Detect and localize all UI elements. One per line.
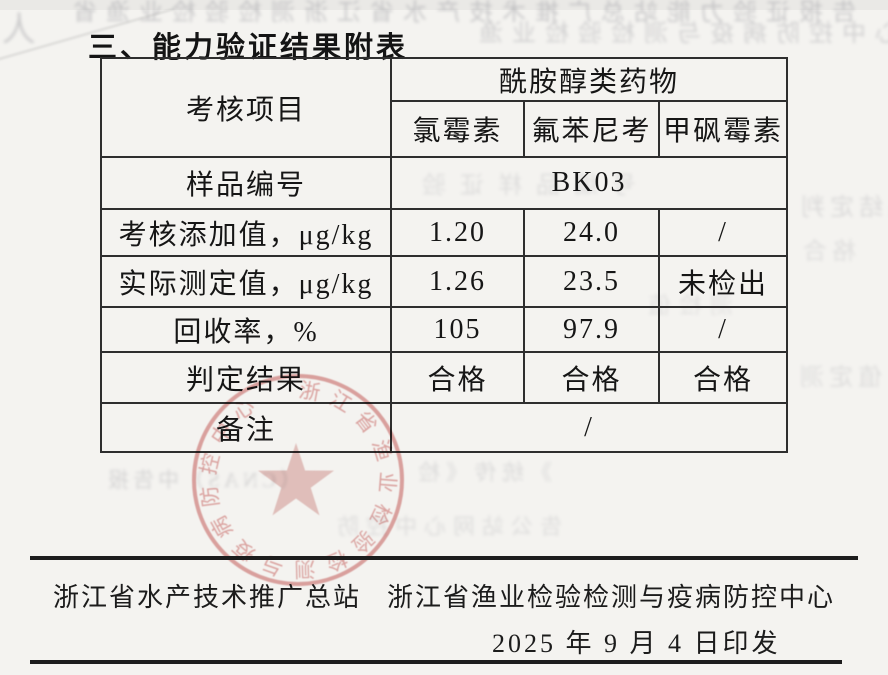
cell-value: 1.26 <box>390 255 525 308</box>
column-header-chloramphenicol: 氯霉素 <box>390 100 525 158</box>
footer-rule-top <box>30 556 858 560</box>
cell-value: 1.20 <box>390 208 525 257</box>
table-row: 判定结果 合格 合格 合格 <box>100 351 788 404</box>
bleed-through-text: 心中控防病疫与测检验检业渔 <box>470 21 888 47</box>
column-header-thiamphenicol: 甲砜霉素 <box>658 100 788 158</box>
footer-org-left: 浙江省水产技术推广总站 <box>53 583 362 612</box>
cell-value: 24.0 <box>523 208 660 257</box>
bleed-through-text: 告报证验力能站总广推术技产水省江浙测检验检业渔省 <box>64 0 856 26</box>
bleed-through-text: 告公站网心中控防 <box>330 514 563 539</box>
table-corner-header: 考核项目 <box>100 57 392 158</box>
table-row: 样品编号 BK03 <box>100 156 788 210</box>
cell-value: 合格 <box>523 351 660 404</box>
cell-value: 合格 <box>390 351 525 404</box>
cell-remarks: / <box>390 402 788 453</box>
row-label-measured-value: 实际测定值，μg/kg <box>100 255 392 308</box>
bleed-through-text: 格合 <box>798 239 856 265</box>
cell-sample-id: BK03 <box>390 156 788 210</box>
cell-value: 105 <box>390 306 525 353</box>
cell-value: / <box>658 208 788 257</box>
table-row: 回收率，% 105 97.9 / <box>100 306 788 353</box>
bleed-through-text: 人 <box>2 12 36 49</box>
table-group-header: 酰胺醇类药物 <box>390 57 788 102</box>
footer-organizations: 浙江省水产技术推广总站 浙江省渔业检验检测与疫病防控中心 <box>53 577 835 614</box>
cell-value: 未检出 <box>658 255 788 308</box>
bleed-through-text: 》统传《检 <box>412 460 553 485</box>
column-header-florfenicol: 氟苯尼考 <box>523 100 660 158</box>
bleed-through-text: 果结定判 <box>796 195 888 221</box>
table-row: 实际测定值，μg/kg 1.26 23.5 未检出 <box>100 255 788 308</box>
row-label-judgement: 判定结果 <box>100 351 392 404</box>
cell-value: 97.9 <box>523 306 660 353</box>
cell-value: 合格 <box>658 351 788 404</box>
cell-value: / <box>658 306 788 353</box>
star-icon <box>258 443 334 516</box>
row-label-remarks: 备注 <box>100 402 392 453</box>
cell-value: 23.5 <box>523 255 660 308</box>
row-label-recovery: 回收率，% <box>100 306 392 353</box>
row-label-sample-id: 样品编号 <box>100 156 392 210</box>
bleed-through-text: （CNAS）中告报 <box>104 468 302 492</box>
row-label-assigned-value: 考核添加值，μg/kg <box>100 208 392 257</box>
proficiency-results-table: 考核项目 酰胺醇类药物 氯霉素 氟苯尼考 甲砜霉素 样品编号 BK03 考核添加… <box>100 57 788 453</box>
footer-rule-bottom <box>30 660 842 664</box>
table-row: 考核添加值，μg/kg 1.20 24.0 / <box>100 208 788 257</box>
bleed-through-text: 值定测 <box>795 365 882 391</box>
footer-issue-date: 2025 年 9 月 4 日印发 <box>492 629 781 658</box>
table-row: 备注 / <box>100 402 788 453</box>
footer-org-right: 浙江省渔业检验检测与疫病防控中心 <box>387 583 836 612</box>
